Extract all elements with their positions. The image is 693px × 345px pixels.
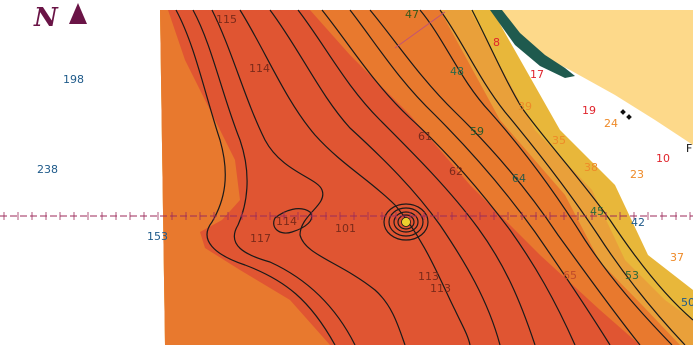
contour-label-64: 64 — [512, 172, 526, 185]
sounding-37: 37 — [670, 251, 684, 264]
leading-line — [394, 11, 446, 49]
contour-label-61: 61 — [418, 130, 432, 143]
contour-line — [321, 9, 576, 345]
contour-label-45: 45 — [590, 205, 604, 218]
contour-line — [439, 9, 686, 345]
edge-feature-letter: F — [686, 142, 692, 155]
contour-line — [419, 9, 673, 345]
shoreline-rocks — [490, 10, 575, 78]
contour-label-48: 48 — [450, 65, 464, 78]
contour-label-114b: 114 — [276, 215, 297, 228]
sounding-8: 8 — [493, 36, 500, 49]
contour-label-114: 114 — [249, 62, 270, 75]
sounding-198: 198 — [63, 73, 84, 86]
contour-label-115: 115 — [216, 13, 237, 26]
contour-line — [297, 9, 536, 345]
rock-symbol-2 — [626, 114, 632, 120]
contour-line — [175, 9, 336, 345]
contour-label-101: 101 — [335, 222, 356, 235]
sounding-153: 153 — [147, 230, 168, 243]
sounding-50: 50 — [681, 296, 693, 309]
land-area — [495, 10, 693, 145]
sounding-19: 19 — [582, 104, 596, 117]
contour-label-113: 113 — [418, 270, 439, 283]
rock-symbol-1 — [620, 109, 626, 115]
sounding-17: 17 — [530, 68, 544, 81]
seamount-contour — [388, 207, 424, 237]
sounding-42: 42 — [631, 216, 645, 229]
sounding-24: 24 — [604, 117, 618, 130]
contour-line — [211, 9, 406, 345]
sounding-10: 10 — [656, 152, 670, 165]
contour-line — [269, 9, 501, 345]
sounding-35: 35 — [552, 134, 566, 147]
contour-line — [369, 9, 641, 345]
seamount-peak — [401, 217, 411, 227]
compass-north-letter: N — [33, 3, 59, 33]
sounding-38: 38 — [584, 161, 598, 174]
seamount-contour — [383, 203, 429, 241]
north-arrow-icon — [69, 3, 87, 24]
contour-line — [192, 9, 356, 345]
contour-label-62: 62 — [449, 165, 463, 178]
contour-line — [349, 9, 611, 345]
contour-label-59: 59 — [470, 125, 484, 138]
contour-label-65: 65 — [563, 269, 577, 282]
boundary-ticks — [3, 212, 691, 220]
contour-label-113b: 113 — [430, 282, 451, 295]
seamount-contour — [393, 211, 419, 233]
contour-label-53: 53 — [625, 269, 639, 282]
contour-line — [273, 208, 313, 234]
contour-line — [471, 9, 693, 321]
contour-label-117: 117 — [250, 232, 271, 245]
sounding-39: 39 — [518, 100, 532, 113]
depth-contours — [175, 9, 693, 345]
seamount-contour — [397, 214, 415, 230]
contour-labels: 115 114 47 48 59 61 62 64 45 114 117 101… — [216, 8, 639, 295]
contour-line — [239, 9, 471, 345]
sounding-23: 23 — [630, 168, 644, 181]
contour-label-47: 47 — [405, 8, 419, 21]
sounding-238: 238 — [37, 163, 58, 176]
